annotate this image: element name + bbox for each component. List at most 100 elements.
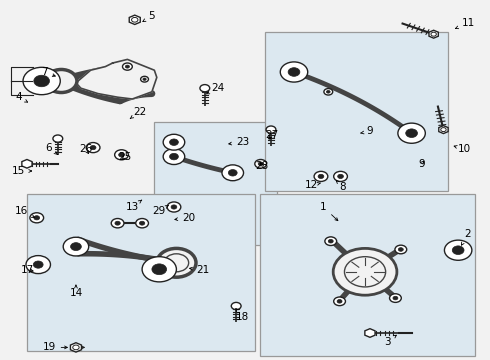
Circle shape — [328, 239, 333, 243]
Text: 25: 25 — [118, 152, 132, 162]
Bar — [154, 122, 277, 245]
Circle shape — [90, 145, 96, 150]
Text: 18: 18 — [236, 309, 249, 322]
Circle shape — [163, 134, 185, 150]
Circle shape — [324, 89, 333, 95]
Circle shape — [171, 205, 177, 209]
Text: 8: 8 — [336, 181, 346, 192]
Text: 23: 23 — [229, 137, 249, 147]
Text: 11: 11 — [456, 18, 475, 29]
Circle shape — [441, 128, 446, 131]
Circle shape — [326, 90, 330, 93]
Circle shape — [288, 68, 300, 76]
Polygon shape — [76, 59, 157, 99]
Circle shape — [231, 302, 241, 310]
Circle shape — [338, 174, 343, 179]
Text: 10: 10 — [454, 144, 471, 154]
Text: 9: 9 — [361, 126, 373, 136]
Text: 19: 19 — [42, 342, 67, 352]
Text: 22: 22 — [130, 107, 147, 118]
Circle shape — [140, 221, 145, 225]
Polygon shape — [129, 15, 140, 24]
Text: 17: 17 — [21, 265, 35, 275]
Text: 20: 20 — [175, 213, 195, 223]
Circle shape — [136, 219, 148, 228]
Bar — [27, 194, 255, 351]
Circle shape — [71, 243, 81, 251]
Circle shape — [141, 76, 148, 82]
Text: 13: 13 — [125, 200, 142, 212]
Circle shape — [170, 153, 178, 160]
Circle shape — [200, 85, 210, 92]
Polygon shape — [71, 343, 81, 352]
Circle shape — [344, 257, 386, 287]
Circle shape — [115, 150, 128, 160]
Circle shape — [115, 221, 120, 225]
Circle shape — [325, 237, 337, 246]
Circle shape — [164, 254, 189, 272]
Circle shape — [34, 216, 40, 220]
Circle shape — [30, 213, 44, 223]
Text: 1: 1 — [320, 202, 338, 221]
Circle shape — [255, 159, 267, 168]
Circle shape — [406, 129, 417, 138]
Bar — [265, 32, 448, 191]
Circle shape — [444, 240, 472, 260]
Text: 28: 28 — [255, 161, 269, 171]
Circle shape — [111, 219, 124, 228]
Circle shape — [222, 165, 244, 181]
Circle shape — [398, 123, 425, 143]
Text: 7: 7 — [41, 67, 55, 77]
Text: 26: 26 — [79, 144, 93, 154]
Circle shape — [86, 143, 100, 153]
Text: 29: 29 — [152, 206, 169, 216]
Text: 21: 21 — [190, 265, 210, 275]
Bar — [260, 194, 475, 356]
Polygon shape — [439, 126, 448, 134]
Circle shape — [280, 62, 308, 82]
Circle shape — [73, 345, 79, 350]
Circle shape — [390, 294, 401, 302]
Circle shape — [46, 69, 77, 93]
Circle shape — [431, 32, 436, 36]
Text: 14: 14 — [69, 285, 83, 298]
Circle shape — [334, 171, 347, 181]
Circle shape — [266, 126, 276, 133]
Text: 6: 6 — [46, 143, 57, 154]
Circle shape — [142, 257, 176, 282]
Circle shape — [157, 248, 196, 277]
Text: 12: 12 — [304, 180, 320, 190]
Circle shape — [125, 65, 129, 68]
Circle shape — [337, 300, 342, 303]
Circle shape — [452, 246, 464, 255]
Circle shape — [398, 248, 403, 251]
Polygon shape — [429, 30, 439, 38]
Circle shape — [53, 135, 63, 142]
Circle shape — [395, 245, 407, 254]
Circle shape — [334, 297, 345, 306]
Circle shape — [63, 237, 89, 256]
Text: 15: 15 — [12, 166, 31, 176]
Circle shape — [228, 170, 237, 176]
Text: 5: 5 — [143, 11, 155, 22]
Circle shape — [170, 139, 178, 145]
Circle shape — [333, 248, 397, 295]
Text: 4: 4 — [15, 92, 27, 102]
Text: 9: 9 — [418, 159, 425, 169]
Polygon shape — [22, 159, 32, 168]
Circle shape — [26, 256, 50, 274]
Circle shape — [23, 67, 60, 95]
Circle shape — [33, 261, 43, 268]
Circle shape — [119, 153, 124, 157]
Text: 3: 3 — [384, 335, 396, 347]
Circle shape — [143, 78, 146, 80]
Circle shape — [314, 171, 328, 181]
Circle shape — [393, 296, 398, 300]
Circle shape — [163, 149, 185, 165]
Circle shape — [122, 63, 132, 70]
Text: 27: 27 — [265, 130, 279, 140]
Circle shape — [152, 264, 167, 275]
Polygon shape — [365, 329, 375, 337]
Circle shape — [34, 75, 49, 87]
Circle shape — [167, 202, 181, 212]
